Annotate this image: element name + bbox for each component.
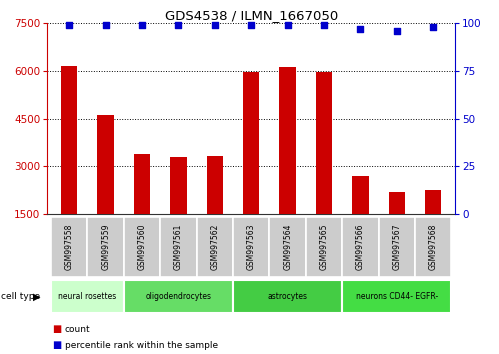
Text: ■: ■ (52, 340, 62, 350)
Point (211, 22, 219, 28)
Text: GSM997568: GSM997568 (429, 224, 438, 270)
Point (429, 24, 437, 30)
Bar (379, 217, 415, 277)
Text: GSM997567: GSM997567 (392, 224, 401, 270)
Bar (233, 217, 269, 277)
Text: GSM997560: GSM997560 (138, 224, 147, 270)
Bar (269, 217, 306, 277)
Bar (306, 217, 342, 277)
Text: GSM997562: GSM997562 (211, 224, 220, 270)
Point (393, 28, 401, 34)
Bar (160, 217, 197, 277)
Point (248, 22, 255, 28)
Bar (97, 115, 114, 214)
Bar (233, 280, 342, 313)
Point (65, 22, 73, 28)
Bar (124, 280, 233, 313)
Bar (124, 217, 160, 277)
Bar (352, 176, 369, 214)
Bar (415, 217, 452, 277)
Text: ▶: ▶ (33, 291, 41, 302)
Bar (51, 217, 87, 277)
Point (138, 22, 146, 28)
Text: GSM997559: GSM997559 (101, 224, 110, 270)
Text: count: count (65, 325, 90, 334)
Text: oligodendrocytes: oligodendrocytes (145, 292, 212, 301)
Point (175, 22, 183, 28)
Bar (342, 280, 452, 313)
Bar (316, 73, 332, 214)
Text: GSM997563: GSM997563 (247, 224, 256, 270)
Bar (243, 73, 259, 214)
Bar (197, 217, 233, 277)
Bar (61, 66, 77, 214)
Bar (389, 192, 405, 214)
Bar (207, 156, 223, 214)
Text: ■: ■ (52, 324, 62, 334)
Text: GSM997566: GSM997566 (356, 224, 365, 270)
Bar (425, 190, 442, 214)
Text: percentile rank within the sample: percentile rank within the sample (65, 341, 218, 350)
Bar (51, 280, 124, 313)
Text: GSM997561: GSM997561 (174, 224, 183, 270)
Text: GSM997558: GSM997558 (65, 224, 74, 270)
Bar (279, 67, 296, 214)
Text: GSM997564: GSM997564 (283, 224, 292, 270)
Text: GSM997565: GSM997565 (319, 224, 328, 270)
Bar (87, 217, 124, 277)
Bar (134, 154, 150, 214)
Text: astrocytes: astrocytes (267, 292, 308, 301)
Bar (342, 217, 379, 277)
Text: neurons CD44- EGFR-: neurons CD44- EGFR- (356, 292, 438, 301)
Text: neural rosettes: neural rosettes (58, 292, 117, 301)
Point (283, 22, 291, 28)
Point (320, 22, 328, 28)
Point (356, 26, 364, 32)
Title: GDS4538 / ILMN_1667050: GDS4538 / ILMN_1667050 (165, 9, 338, 22)
Bar (170, 158, 187, 214)
Text: cell type: cell type (1, 292, 40, 301)
Point (102, 22, 110, 28)
